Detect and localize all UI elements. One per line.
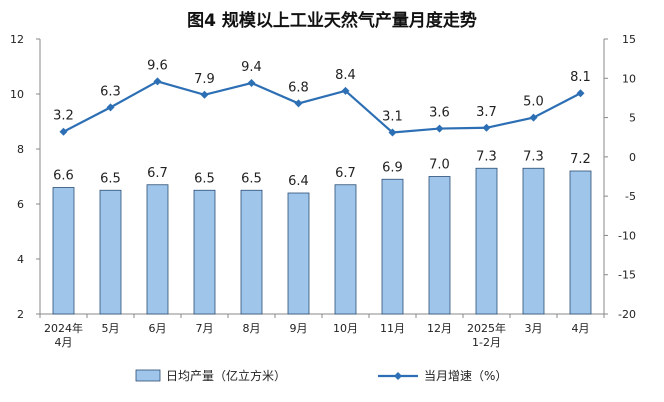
line-point: [341, 86, 350, 95]
y-right-tick-label: 0: [629, 151, 636, 164]
y-right-tick-label: -5: [625, 190, 636, 203]
y-right-tick-label: -15: [618, 269, 636, 282]
bar-value-label: 6.4: [288, 174, 309, 189]
line-point: [153, 77, 162, 86]
bar: [428, 176, 451, 315]
x-tick-label: 6月: [149, 322, 167, 335]
x-tick-label: 4月: [55, 336, 73, 349]
line-value-label: 6.3: [100, 84, 121, 99]
x-tick-label: 1-2月: [472, 336, 501, 349]
x-tick-label: 3月: [525, 322, 543, 335]
x-tick-label: 11月: [380, 322, 405, 335]
x-tick-label: 2024年: [44, 321, 83, 335]
line-point: [529, 113, 538, 122]
line-point: [59, 127, 68, 136]
line-value-label: 3.7: [476, 105, 497, 120]
growth-line: [62, 80, 582, 134]
bar: [146, 184, 169, 315]
bar-value-label: 6.5: [194, 171, 215, 186]
bar-value-label: 6.5: [241, 171, 262, 186]
line-point: [247, 79, 256, 87]
chart-title: 图4 规模以上工业天然气产量月度走势: [187, 11, 477, 31]
x-tick-label: 10月: [333, 322, 358, 335]
line-point: [106, 103, 115, 112]
bar-value-label: 7.2: [570, 152, 591, 167]
y-left-tick-label: 2: [17, 308, 24, 321]
line-point: [294, 99, 303, 108]
bar-value-label: 7.3: [476, 149, 497, 164]
line-point: [388, 128, 397, 137]
y-right-tick-label: 5: [629, 112, 636, 125]
bar-value-label: 6.5: [100, 171, 121, 186]
bar: [381, 178, 404, 315]
y-left-tick-label: 10: [10, 88, 24, 101]
bar: [475, 167, 498, 315]
bar-value-label: 6.7: [335, 166, 356, 181]
y-right-tick-label: -10: [618, 229, 636, 242]
line-value-label: 3.1: [382, 110, 403, 125]
legend-bar-swatch: [135, 369, 161, 382]
line-value-label: 9.6: [147, 58, 168, 73]
y-left-tick-label: 12: [10, 33, 24, 46]
line-value-label: 7.9: [194, 72, 215, 87]
line-point: [482, 123, 491, 132]
bar: [334, 184, 357, 315]
bar-value-label: 6.6: [53, 169, 74, 184]
line-value-label: 6.8: [288, 80, 309, 95]
y-left-tick-label: 8: [17, 143, 24, 156]
legend-line-marker: [394, 372, 402, 380]
y-right-tick-label: -20: [618, 308, 636, 321]
bar-value-label: 6.7: [147, 166, 168, 181]
line-value-label: 5.0: [523, 95, 544, 110]
line-value-label: 9.4: [241, 60, 262, 75]
x-tick-label: 7月: [196, 322, 214, 335]
line-value-label: 8.4: [335, 68, 356, 83]
legend-line-label: 当月增速（%）: [424, 369, 507, 383]
axes: 2 4 6 8 10 12 -20 -15 -10 -5 0 5 10 15: [10, 33, 636, 321]
y-right-tick-label: 10: [622, 72, 636, 85]
line-point: [200, 90, 209, 99]
data-labels: 6.6 6.5 6.7 6.5 6.5 6.4 6.7 6.9 7.0 7.3 7.3 7.2 3.2 6…: [53, 58, 591, 189]
bar-series: [52, 167, 592, 315]
bar: [287, 192, 310, 315]
x-tick-label: 5月: [102, 322, 120, 335]
line-value-label: 3.2: [53, 109, 74, 124]
bar: [99, 189, 122, 315]
bar: [193, 189, 216, 315]
bar: [569, 170, 592, 315]
x-tick-label: 2025年: [467, 321, 506, 335]
legend-bar-label: 日均产量（亿立方米）: [166, 368, 286, 383]
line-point: [576, 89, 585, 98]
y-left-tick-label: 6: [17, 198, 24, 211]
bar-value-label: 7.0: [429, 158, 450, 173]
bar-value-label: 6.9: [382, 160, 403, 175]
y-left-tick-label: 4: [17, 253, 24, 266]
x-tick-label: 12月: [427, 322, 452, 335]
x-tick-label: 9月: [290, 322, 308, 335]
line-value-label: 8.1: [570, 70, 591, 85]
line-series: [59, 77, 585, 137]
legend: 日均产量（亿立方米） 当月增速（%）: [135, 368, 507, 383]
bar: [240, 189, 263, 315]
bar: [52, 187, 75, 315]
x-tick-label: 4月: [572, 322, 590, 335]
bar: [522, 167, 545, 315]
bar-value-label: 7.3: [523, 149, 544, 164]
line-point: [435, 124, 444, 133]
y-right-tick-label: 15: [622, 33, 636, 46]
line-value-label: 3.6: [429, 106, 450, 121]
x-tick-label: 8月: [243, 322, 261, 335]
